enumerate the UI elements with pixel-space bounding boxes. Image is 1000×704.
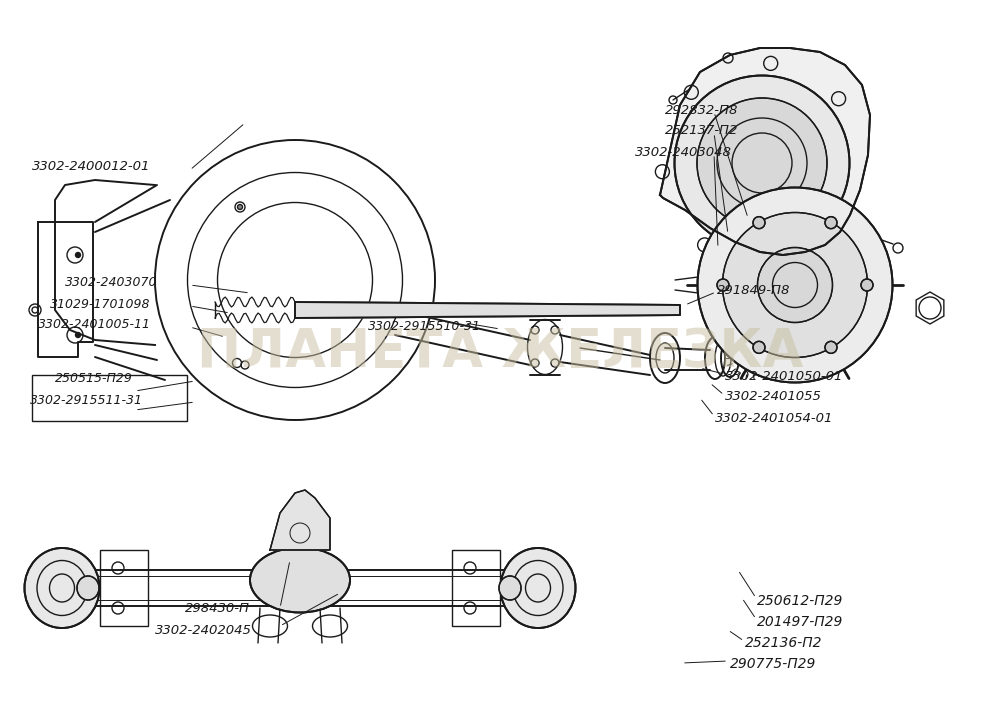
- Text: 292832-П8: 292832-П8: [665, 103, 738, 116]
- Text: 298430-П: 298430-П: [185, 601, 250, 615]
- Bar: [770, 337, 782, 379]
- Ellipse shape: [753, 341, 765, 353]
- Ellipse shape: [499, 576, 521, 600]
- Ellipse shape: [238, 204, 242, 210]
- Ellipse shape: [24, 548, 100, 628]
- Text: 250612-П29: 250612-П29: [757, 594, 843, 608]
- Ellipse shape: [698, 187, 893, 382]
- Ellipse shape: [501, 548, 576, 628]
- Text: 290775-П29: 290775-П29: [730, 657, 816, 671]
- Text: 3302-2403070: 3302-2403070: [65, 277, 158, 289]
- Text: 250515-П29: 250515-П29: [55, 372, 133, 386]
- Text: 3302-2402045: 3302-2402045: [155, 624, 252, 636]
- Ellipse shape: [76, 253, 80, 258]
- Text: 3302-2403048: 3302-2403048: [635, 146, 732, 158]
- Text: 3302-2915511-31: 3302-2915511-31: [30, 394, 143, 406]
- Text: ПЛАНЕТА ЖЕЛЕЗКА: ПЛАНЕТА ЖЕЛЕЗКА: [197, 326, 803, 378]
- Ellipse shape: [674, 75, 850, 251]
- Bar: [100, 550, 148, 626]
- Ellipse shape: [722, 213, 868, 358]
- Ellipse shape: [825, 217, 837, 229]
- Ellipse shape: [758, 248, 832, 322]
- Polygon shape: [295, 302, 680, 318]
- Bar: [452, 550, 500, 626]
- Bar: [783, 340, 793, 376]
- Ellipse shape: [77, 576, 99, 600]
- Ellipse shape: [250, 548, 350, 612]
- Text: 252136-П2: 252136-П2: [745, 636, 822, 650]
- Text: 3302-2915510-31: 3302-2915510-31: [368, 320, 481, 334]
- Text: 201497-П29: 201497-П29: [757, 615, 843, 629]
- Text: 291849-П8: 291849-П8: [717, 284, 790, 296]
- Ellipse shape: [825, 341, 837, 353]
- Text: 3302-2400012-01: 3302-2400012-01: [32, 161, 150, 173]
- Text: 252137-П2: 252137-П2: [665, 125, 738, 137]
- Text: 3302-2401050-01: 3302-2401050-01: [725, 370, 843, 382]
- Text: 3302-2401005-11: 3302-2401005-11: [38, 318, 151, 332]
- Bar: [32, 375, 187, 421]
- Text: 3302-2401054-01: 3302-2401054-01: [715, 412, 833, 425]
- Ellipse shape: [861, 279, 873, 291]
- Ellipse shape: [697, 98, 827, 228]
- Ellipse shape: [753, 217, 765, 229]
- Ellipse shape: [76, 332, 80, 337]
- Text: 31029-1701098: 31029-1701098: [50, 298, 150, 310]
- Ellipse shape: [717, 279, 729, 291]
- Polygon shape: [270, 490, 330, 550]
- Text: 3302-2401055: 3302-2401055: [725, 391, 822, 403]
- Polygon shape: [660, 48, 870, 255]
